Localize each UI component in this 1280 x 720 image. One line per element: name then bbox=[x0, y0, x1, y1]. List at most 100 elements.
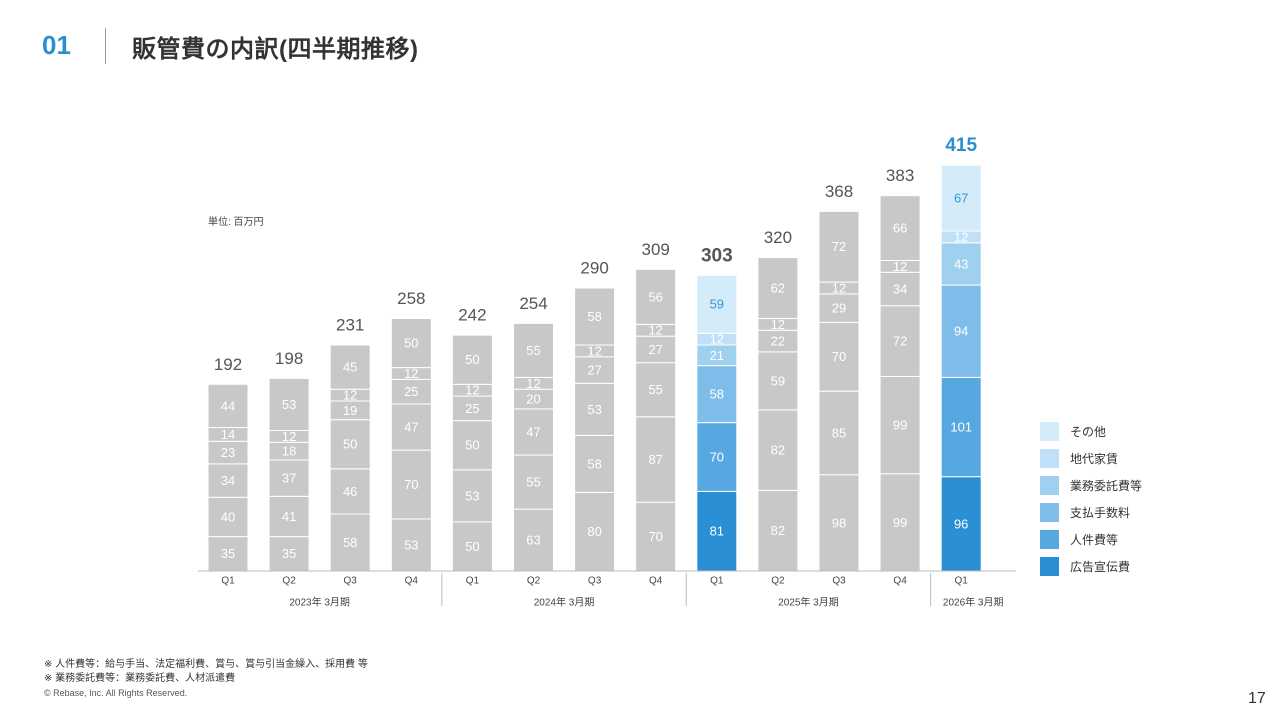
segment-label: 58 bbox=[343, 535, 357, 550]
segment-label: 55 bbox=[526, 475, 540, 490]
x-tick-label: Q4 bbox=[649, 576, 663, 587]
bar-segment bbox=[940, 242, 982, 286]
unit-label: 単位: 百万円 bbox=[208, 217, 264, 228]
segment-label: 50 bbox=[465, 438, 479, 453]
segment-label: 58 bbox=[710, 387, 724, 402]
segment-label: 45 bbox=[343, 360, 357, 375]
bar-segment bbox=[390, 317, 432, 369]
segment-label: 59 bbox=[771, 373, 785, 388]
segment-label: 47 bbox=[526, 424, 540, 439]
bar-segment bbox=[635, 501, 677, 572]
bar-segment bbox=[513, 508, 554, 572]
bar-segment bbox=[635, 335, 677, 364]
legend-label-other: その他 bbox=[1070, 425, 1107, 439]
bar-segment bbox=[696, 365, 738, 424]
bar-segment bbox=[757, 257, 799, 319]
bar-segment bbox=[451, 420, 493, 471]
bar-segment bbox=[207, 496, 249, 538]
segment-label: 63 bbox=[526, 532, 540, 547]
legend-label-fees: 支払手数料 bbox=[1070, 506, 1131, 520]
segment-label: 40 bbox=[221, 509, 235, 524]
segment-label: 29 bbox=[832, 301, 846, 316]
legend-label-rent: 地代家賃 bbox=[1070, 452, 1119, 466]
bar-segment bbox=[513, 408, 554, 456]
bar-segment bbox=[451, 395, 493, 422]
x-tick-label: Q1 bbox=[955, 576, 969, 587]
x-tick-label: Q4 bbox=[405, 576, 419, 587]
page-title: 販管費の内訳(四半期推移) bbox=[132, 36, 419, 63]
bar-segment bbox=[390, 403, 432, 451]
x-tick-label: Q4 bbox=[893, 576, 907, 587]
segment-label: 87 bbox=[648, 452, 662, 467]
segment-label: 98 bbox=[832, 515, 846, 530]
segment-label: 50 bbox=[465, 352, 479, 367]
segment-label: 99 bbox=[893, 515, 907, 530]
segment-label: 80 bbox=[587, 524, 601, 539]
legend-label-advertising: 広告宣伝費 bbox=[1070, 560, 1131, 574]
legend-swatch-other bbox=[1040, 422, 1059, 441]
legend-swatch-advertising bbox=[1040, 557, 1059, 576]
footnote-outsourcing: ※ 業務委託費等：業務委託費、人材派遣費 bbox=[44, 673, 236, 684]
segment-label: 14 bbox=[221, 427, 235, 442]
legend-swatch-rent bbox=[1040, 449, 1059, 468]
segment-label: 12 bbox=[404, 366, 418, 381]
bar-segment bbox=[757, 351, 799, 411]
bar-segment bbox=[574, 382, 616, 436]
footnote-personnel: ※ 人件費等：給与手当、法定福利費、賞与、賞与引当金繰入、採用費 等 bbox=[44, 659, 368, 670]
bar-segment bbox=[940, 376, 982, 478]
segment-label: 12 bbox=[710, 332, 724, 347]
bar-total-label: 258 bbox=[397, 289, 425, 308]
x-tick-label: Q3 bbox=[832, 576, 846, 587]
segment-label: 41 bbox=[282, 509, 296, 524]
segment-label: 101 bbox=[950, 419, 972, 434]
copyright: © Rebase, Inc. All Rights Reserved. bbox=[44, 688, 188, 698]
segment-label: 35 bbox=[282, 546, 296, 561]
segment-label: 50 bbox=[404, 335, 418, 350]
bar-segment bbox=[574, 434, 616, 493]
bar-segment bbox=[879, 375, 921, 475]
page-number: 17 bbox=[1248, 690, 1266, 707]
group-label: 2026年 3月期 bbox=[943, 596, 1004, 609]
segment-label: 12 bbox=[587, 343, 601, 358]
bar-segment bbox=[451, 521, 493, 572]
legend-item-rent: 地代家賃 bbox=[1040, 445, 1142, 472]
segment-label: 12 bbox=[954, 229, 968, 244]
segment-label: 34 bbox=[893, 281, 907, 296]
segment-label: 12 bbox=[648, 323, 662, 338]
bar-segment bbox=[513, 454, 554, 510]
bar-segment bbox=[390, 518, 432, 572]
segment-label: 53 bbox=[587, 402, 601, 417]
bar-segment bbox=[879, 195, 921, 261]
segment-label: 12 bbox=[282, 429, 296, 444]
segment-label: 53 bbox=[404, 537, 418, 552]
segment-label: 37 bbox=[282, 471, 296, 486]
bar-segment bbox=[696, 274, 738, 334]
segment-label: 82 bbox=[771, 523, 785, 538]
bar-total-label: 242 bbox=[458, 306, 486, 325]
bar-total-label: 415 bbox=[945, 135, 977, 156]
section-number: 01 bbox=[42, 30, 71, 60]
segment-label: 82 bbox=[771, 443, 785, 458]
segment-label: 66 bbox=[893, 221, 907, 236]
segment-label: 58 bbox=[587, 309, 601, 324]
bar-segment bbox=[940, 476, 982, 572]
bar-segment bbox=[696, 490, 738, 572]
bar-segment bbox=[635, 362, 677, 418]
group-label: 2025年 3月期 bbox=[778, 596, 839, 609]
segment-label: 53 bbox=[465, 488, 479, 503]
segment-label: 27 bbox=[648, 342, 662, 357]
bar-segment bbox=[879, 305, 921, 377]
bar-segment bbox=[818, 474, 860, 572]
segment-label: 85 bbox=[832, 425, 846, 440]
segment-label: 21 bbox=[710, 348, 724, 363]
bar-segment bbox=[268, 536, 310, 572]
segment-label: 55 bbox=[648, 382, 662, 397]
segment-label: 43 bbox=[954, 256, 968, 271]
segment-label: 44 bbox=[221, 398, 235, 413]
bar-total-label: 290 bbox=[580, 258, 608, 277]
bar-segment bbox=[818, 390, 860, 476]
segment-label: 58 bbox=[587, 456, 601, 471]
bar-segment bbox=[818, 293, 860, 323]
segment-label: 35 bbox=[221, 546, 235, 561]
